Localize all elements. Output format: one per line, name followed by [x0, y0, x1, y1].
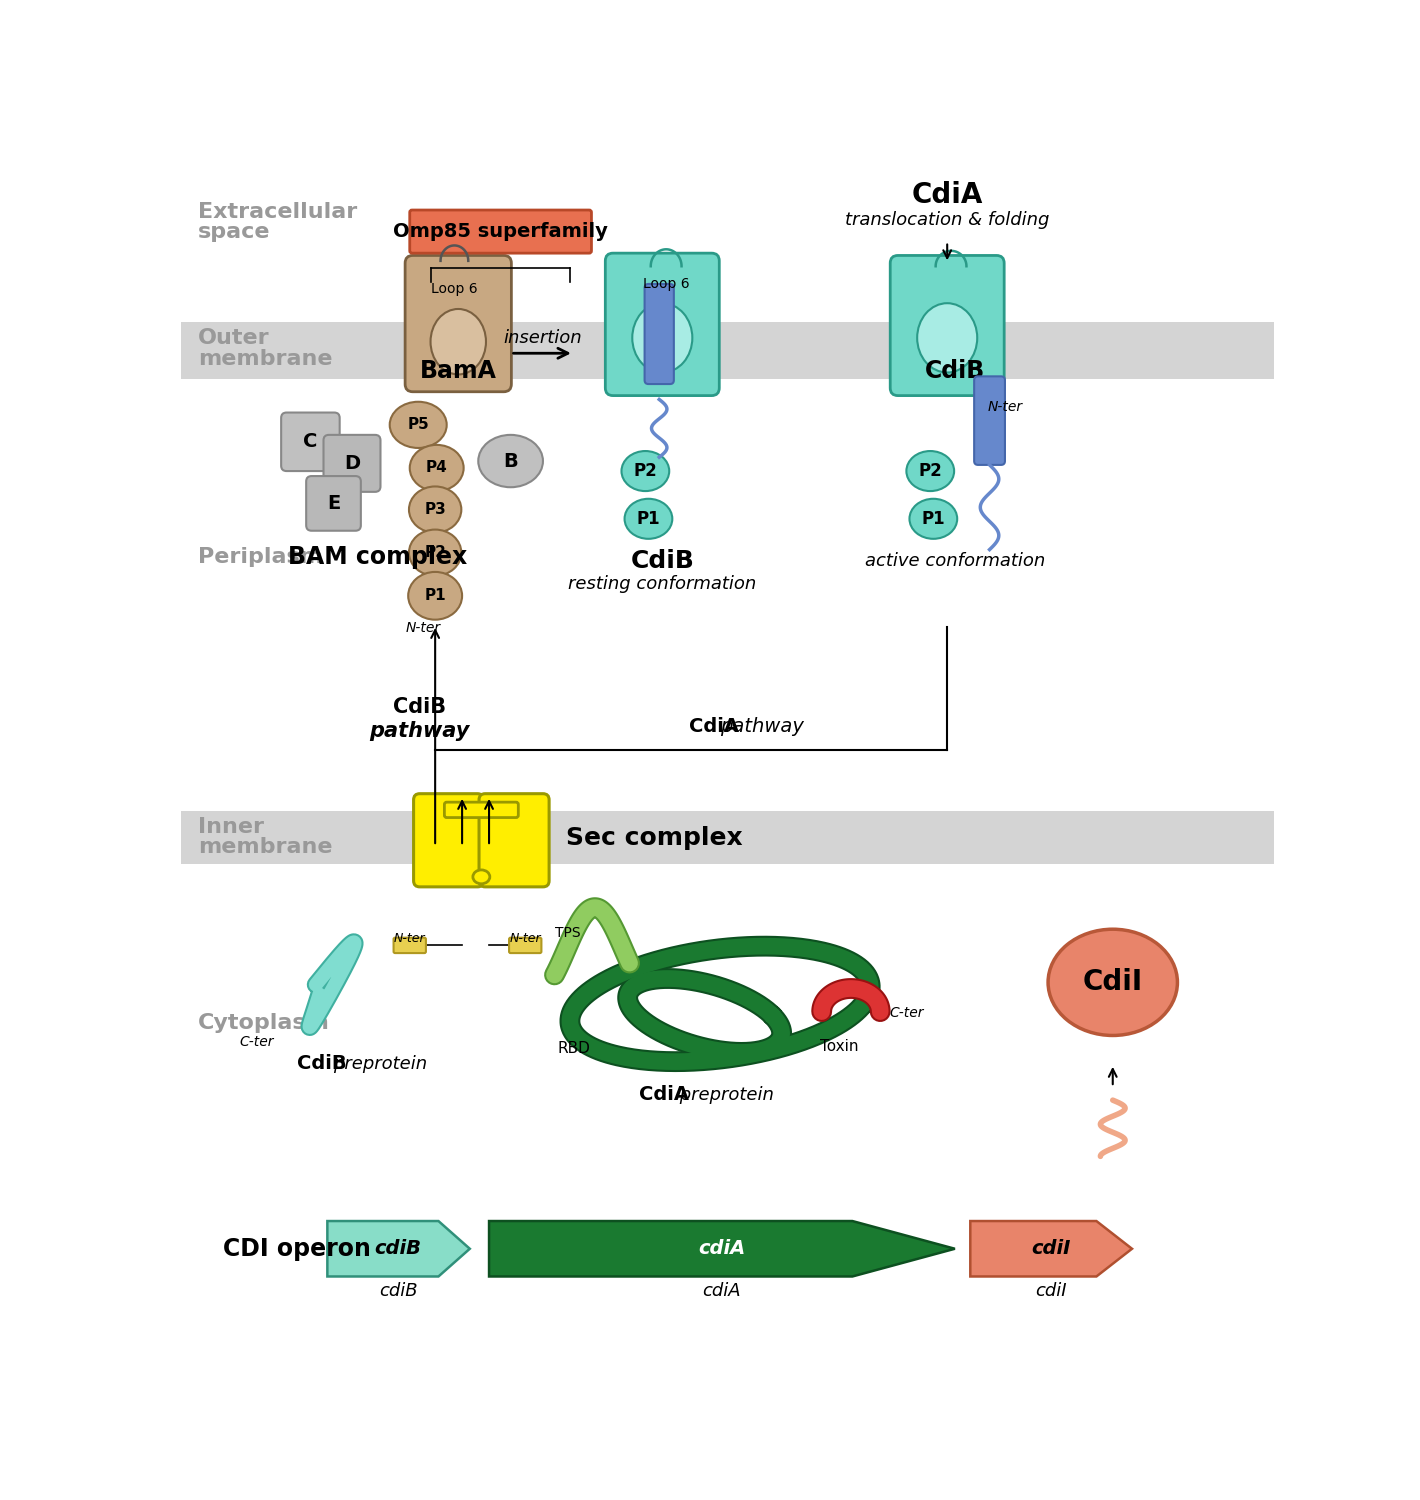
Ellipse shape: [1048, 928, 1177, 1035]
Text: Periplasm: Periplasm: [197, 548, 322, 567]
Text: insertion: insertion: [503, 328, 582, 346]
Text: RBD: RBD: [557, 1041, 591, 1056]
Ellipse shape: [625, 500, 672, 538]
Text: pathway: pathway: [720, 717, 804, 736]
Ellipse shape: [473, 870, 490, 883]
Text: Extracellular: Extracellular: [197, 202, 358, 222]
Text: translocation & folding: translocation & folding: [845, 211, 1049, 230]
Text: Inner: Inner: [197, 818, 264, 837]
Text: CdiA: CdiA: [689, 717, 746, 736]
Text: P3: P3: [425, 503, 446, 518]
Text: P2: P2: [633, 462, 657, 480]
FancyBboxPatch shape: [393, 938, 426, 952]
FancyBboxPatch shape: [410, 210, 592, 254]
Text: active conformation: active conformation: [865, 552, 1045, 570]
Text: cdiA: cdiA: [703, 1282, 741, 1300]
FancyBboxPatch shape: [890, 255, 1004, 396]
Ellipse shape: [479, 435, 542, 488]
Text: Omp85 superfamily: Omp85 superfamily: [393, 222, 608, 242]
Text: cdiA: cdiA: [699, 1239, 746, 1258]
Text: C-ter: C-ter: [889, 1007, 924, 1020]
Text: C-ter: C-ter: [239, 1035, 274, 1050]
FancyBboxPatch shape: [974, 376, 1005, 465]
Text: CdiA: CdiA: [912, 182, 983, 210]
Text: membrane: membrane: [197, 837, 332, 856]
Text: CdiI: CdiI: [1082, 969, 1143, 996]
Text: E: E: [327, 494, 341, 513]
Ellipse shape: [408, 572, 462, 620]
Bar: [182, 322, 1275, 378]
Bar: [182, 812, 1275, 864]
Ellipse shape: [389, 402, 447, 448]
FancyBboxPatch shape: [405, 255, 511, 392]
Text: CDI operon: CDI operon: [223, 1238, 371, 1262]
Text: Loop 6: Loop 6: [432, 282, 477, 297]
Text: cdiI: cdiI: [1031, 1239, 1071, 1258]
Text: N-ter: N-ter: [393, 932, 426, 945]
Text: cdiB: cdiB: [379, 1282, 417, 1300]
FancyBboxPatch shape: [479, 794, 550, 886]
Ellipse shape: [917, 303, 977, 372]
Ellipse shape: [632, 303, 693, 372]
Text: P1: P1: [636, 510, 660, 528]
Polygon shape: [970, 1221, 1132, 1276]
Text: preprotein: preprotein: [334, 1054, 427, 1072]
Text: pathway: pathway: [369, 720, 470, 741]
FancyBboxPatch shape: [645, 284, 674, 384]
Text: D: D: [344, 454, 361, 472]
Text: P4: P4: [426, 460, 447, 476]
Text: CdiB: CdiB: [297, 1054, 354, 1074]
Text: B: B: [503, 452, 518, 471]
Text: Toxin: Toxin: [821, 1038, 859, 1053]
FancyBboxPatch shape: [307, 476, 361, 531]
FancyBboxPatch shape: [510, 938, 541, 952]
Text: cdiB: cdiB: [375, 1239, 422, 1258]
Text: P1: P1: [425, 588, 446, 603]
Text: TPS: TPS: [555, 926, 581, 940]
Text: P2: P2: [425, 544, 446, 560]
Text: BamA: BamA: [420, 358, 497, 382]
Text: CdiB: CdiB: [924, 358, 985, 382]
Text: space: space: [197, 222, 270, 243]
Text: preprotein: preprotein: [674, 1086, 774, 1104]
Ellipse shape: [409, 486, 462, 532]
Text: BAM complex: BAM complex: [288, 546, 467, 570]
FancyBboxPatch shape: [281, 413, 339, 471]
Text: Loop 6: Loop 6: [643, 278, 690, 291]
FancyBboxPatch shape: [444, 802, 518, 818]
Polygon shape: [328, 1221, 470, 1276]
Ellipse shape: [430, 309, 486, 375]
Ellipse shape: [622, 452, 669, 491]
Text: membrane: membrane: [197, 348, 332, 369]
Polygon shape: [488, 1221, 954, 1276]
Text: resting conformation: resting conformation: [568, 576, 757, 594]
Text: P1: P1: [922, 510, 946, 528]
Text: C: C: [304, 432, 318, 451]
Text: CdiB: CdiB: [393, 698, 446, 717]
FancyBboxPatch shape: [324, 435, 381, 492]
Text: CdiA: CdiA: [639, 1086, 689, 1104]
Text: cdiI: cdiI: [1035, 1282, 1066, 1300]
Text: P5: P5: [408, 417, 429, 432]
Ellipse shape: [906, 452, 954, 491]
Text: P2: P2: [919, 462, 941, 480]
Ellipse shape: [409, 530, 462, 576]
Text: Outer: Outer: [197, 328, 270, 348]
FancyBboxPatch shape: [605, 254, 720, 396]
Text: N-ter: N-ter: [406, 621, 442, 634]
FancyBboxPatch shape: [413, 794, 484, 886]
Ellipse shape: [410, 446, 464, 491]
Text: Sec complex: Sec complex: [567, 827, 743, 850]
Text: CdiB: CdiB: [630, 549, 694, 573]
Text: Cytoplasm: Cytoplasm: [197, 1013, 329, 1034]
Ellipse shape: [909, 500, 957, 538]
Text: N-ter: N-ter: [987, 400, 1022, 414]
Text: N-ter: N-ter: [510, 932, 541, 945]
